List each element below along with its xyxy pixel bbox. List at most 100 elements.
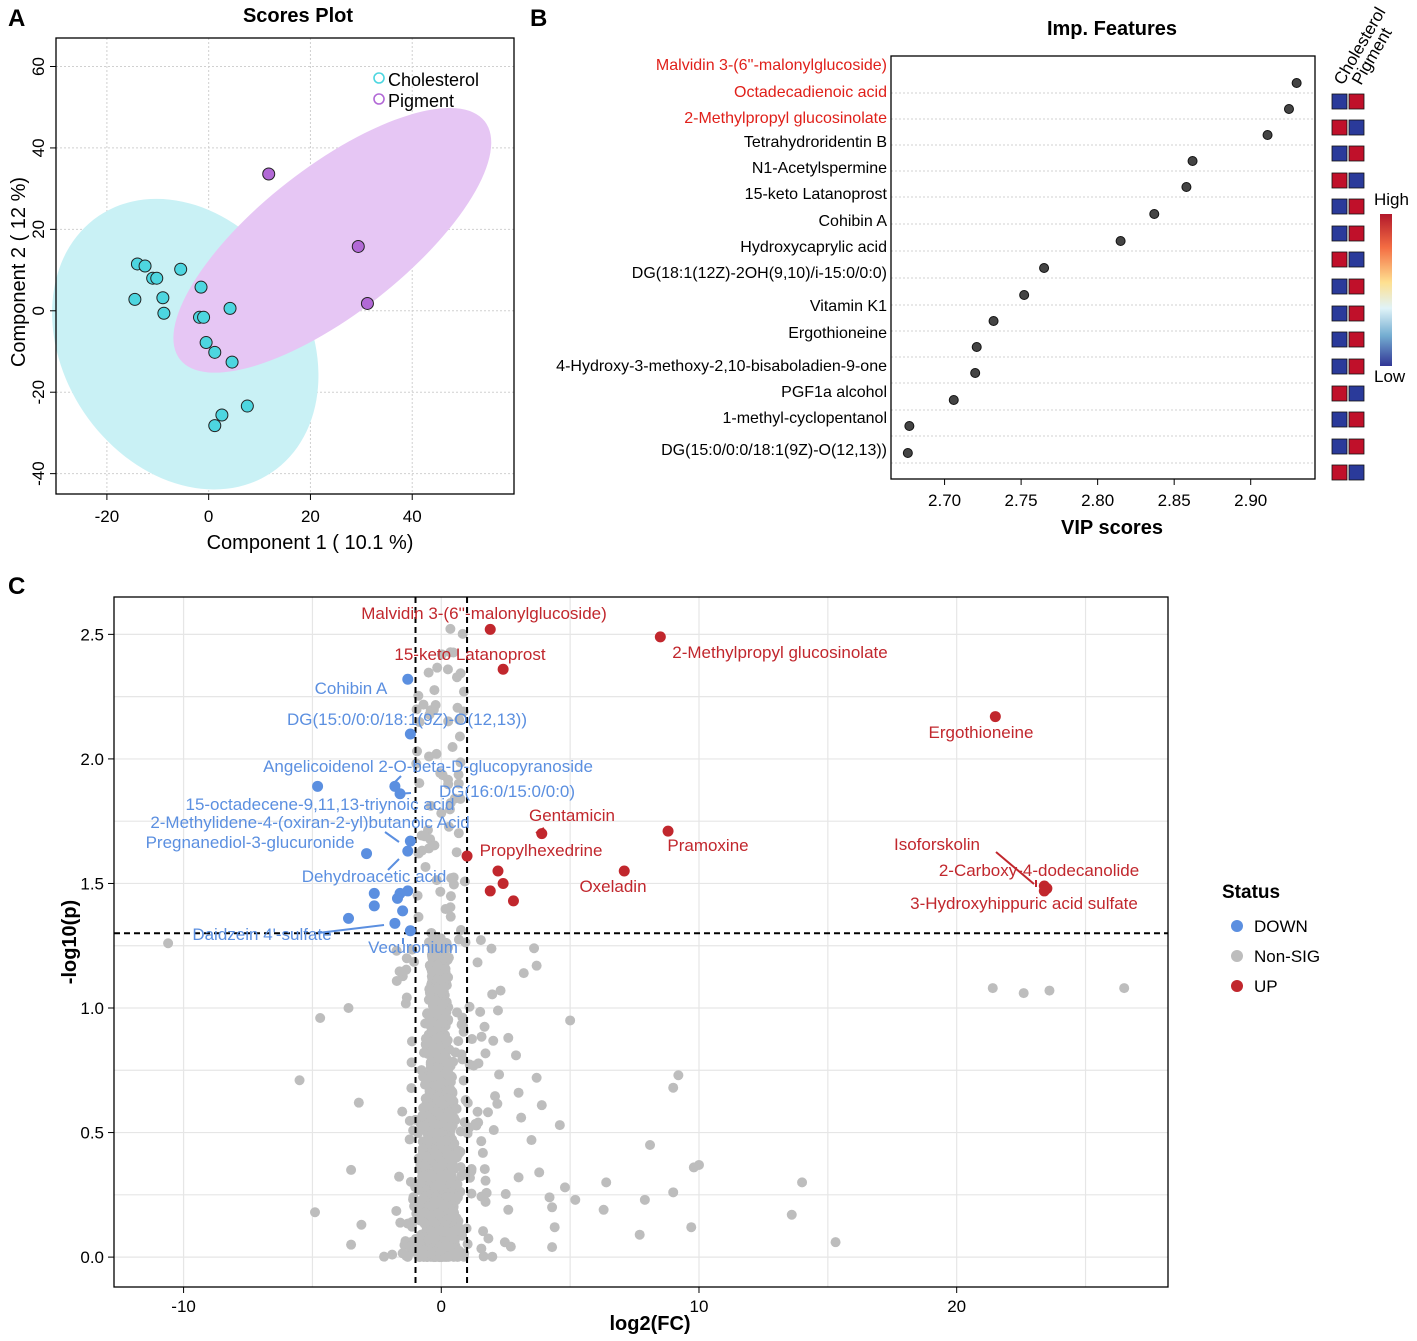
nonsig-point (394, 1171, 405, 1182)
up-point (662, 825, 674, 837)
y-tick-label: 0.5 (80, 1124, 104, 1143)
feature-vip-point (1181, 182, 1192, 192)
nonsig-point (476, 1031, 487, 1042)
nonsig-point (634, 1229, 645, 1240)
point-cholesterol (138, 259, 152, 273)
up-label: 2-Carboxy-4-dodecanolide (939, 861, 1139, 880)
nonsig-point (391, 1205, 402, 1216)
nonsig-point (495, 985, 506, 996)
nonsig-point (387, 1249, 398, 1260)
heat-cell-pigment (1348, 385, 1365, 402)
nonsig-point (417, 1143, 428, 1154)
nonsig-point (478, 1251, 489, 1262)
down-label: Pregnanediol-3-glucuronide (146, 833, 355, 852)
up-point (989, 711, 1001, 723)
down-label: Angelicoidenol 2-O-beta-D-glucopyranosid… (263, 757, 593, 776)
y-tick-label: -40 (29, 461, 48, 486)
legend-status-title: Status (1222, 882, 1280, 903)
y-tick-label: 0.0 (80, 1248, 104, 1267)
nonsig-point (534, 1167, 545, 1178)
point-cholesterol (128, 292, 142, 306)
feature-label: Octadecadienoic acid (734, 84, 887, 101)
nonsig-point (433, 1163, 444, 1174)
nonsig-point (503, 1032, 514, 1043)
y-tick-label: 60 (29, 57, 48, 76)
x-tick-label: 2.75 (1005, 491, 1038, 510)
heat-cell-pigment (1348, 93, 1365, 110)
nonsig-point (462, 1239, 473, 1250)
nonsig-point (475, 935, 486, 946)
feature-label: Malvidin 3-(6''-malonylglucoside) (656, 57, 887, 74)
nonsig-point (786, 1209, 797, 1220)
down-label: Vecuronium (368, 938, 458, 957)
nonsig-point (420, 1171, 431, 1182)
nonsig-point (526, 1135, 537, 1146)
up-label: 2-Methylpropyl glucosinolate (672, 643, 887, 662)
nonsig-point (476, 1243, 487, 1254)
feature-label: Hydroxycaprylic acid (740, 239, 887, 256)
volcano-x-ticks: -10 0 10 20 (171, 1287, 966, 1316)
nonsig-point (453, 1149, 464, 1160)
nonsig-point (536, 1100, 547, 1111)
nonsig-point (432, 960, 443, 971)
nonsig-point (452, 702, 463, 713)
nonsig-point (459, 876, 470, 887)
feature-label: N1-Acetylspermine (752, 160, 887, 177)
nonsig-point (443, 1251, 454, 1262)
nonsig-point (426, 1248, 437, 1259)
nonsig-point (601, 1177, 612, 1188)
nonsig-point (419, 831, 430, 842)
nonsig-point (544, 1192, 555, 1203)
nonsig-point (516, 1112, 527, 1123)
nonsig-point (438, 946, 449, 957)
heat-cell-pigment (1348, 438, 1365, 455)
nonsig-point (435, 1181, 446, 1192)
nonsig-point (426, 1047, 437, 1058)
legend-up-marker (1231, 980, 1243, 992)
heat-cell-cholesterol (1331, 93, 1348, 110)
nonsig-point (440, 963, 451, 974)
scores-plot-title: Scores Plot (243, 5, 353, 27)
nonsig-point (423, 667, 434, 678)
nonsig-point (429, 1147, 440, 1158)
down-label: Daidzein 4'-sulfate (192, 925, 331, 944)
heat-cell-pigment (1348, 119, 1365, 136)
up-label: Ergothioneine (929, 723, 1034, 742)
nonsig-point (462, 1128, 473, 1139)
down-label: DG(15:0/0:0/18:1(9Z)-O(12,13)) (287, 710, 527, 729)
nonsig-point (423, 1234, 434, 1245)
down-point (361, 848, 373, 860)
volcano-plot-panel: Malvidin 3-(6''-malonylglucoside) 2-Methy… (59, 596, 1320, 1335)
nonsig-point (455, 793, 466, 804)
feature-label: Cohibin A (819, 213, 888, 230)
volcano-thresholds (114, 597, 1168, 1287)
y-tick-label: 1.5 (80, 874, 104, 893)
nonsig-point (414, 1250, 425, 1261)
point-cholesterol (208, 345, 222, 359)
nonsig-point (549, 1222, 560, 1233)
features-frame (890, 55, 1316, 480)
nonsig-point (449, 1233, 460, 1244)
nonsig-point (466, 1034, 477, 1045)
nonsig-point (431, 875, 442, 886)
nonsig-point (401, 1250, 412, 1261)
nonsig-point (315, 1012, 326, 1023)
nonsig-point (486, 943, 497, 954)
nonsig-point (454, 731, 465, 742)
feature-label: 2-Methylpropyl glucosinolate (684, 110, 887, 127)
nonsig-point (446, 873, 457, 884)
nonsig-point (430, 700, 441, 711)
feature-label: 15-keto Latanoprost (745, 186, 888, 203)
nonsig-point (409, 956, 420, 967)
nonsig-point (472, 1106, 483, 1117)
feature-vip-point (971, 342, 982, 352)
nonsig-point (435, 886, 446, 897)
nonsig-point (391, 945, 402, 956)
nonsig-point (464, 1001, 475, 1012)
nonsig-point (404, 1134, 415, 1145)
nonsig-point (443, 1150, 454, 1161)
down-point (404, 835, 416, 847)
nonsig-point (445, 891, 456, 902)
feature-vip-point (1039, 263, 1050, 273)
nonsig-point (406, 1057, 417, 1068)
